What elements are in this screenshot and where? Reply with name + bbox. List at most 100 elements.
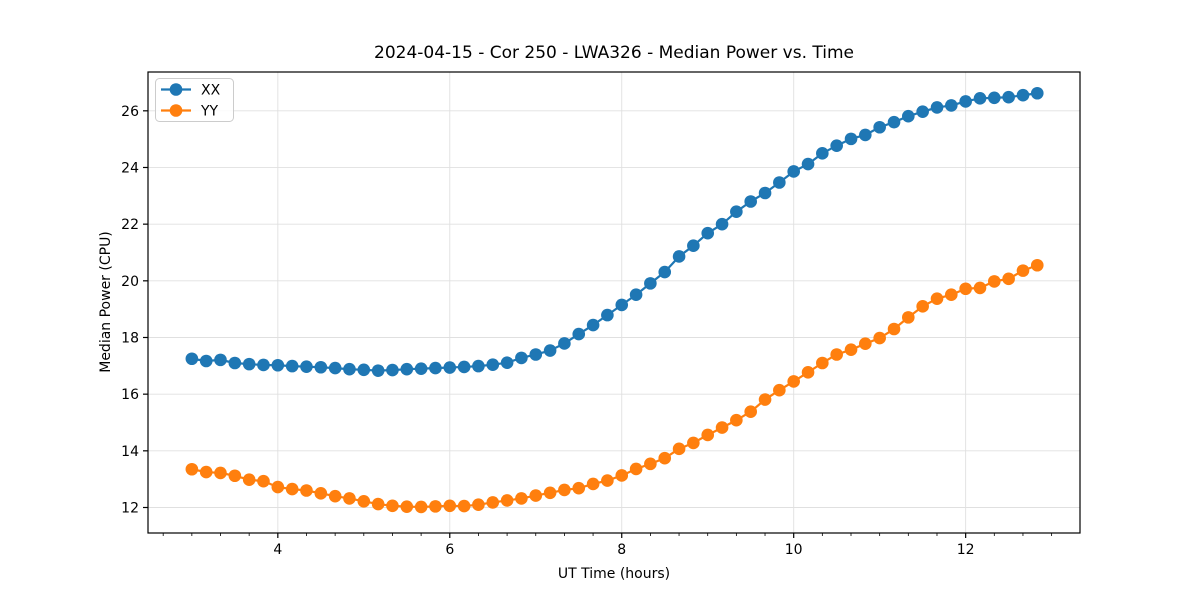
- x-axis-label: UT Time (hours): [558, 566, 670, 582]
- series-yy-marker: [515, 492, 528, 505]
- series-yy-marker: [558, 483, 571, 497]
- series-xx-marker: [672, 250, 686, 263]
- series-yy-marker: [328, 489, 342, 503]
- series-yy-marker: [758, 393, 772, 406]
- series-xx-marker: [257, 358, 270, 372]
- series-xx-marker: [601, 308, 614, 322]
- series-xx-marker: [185, 352, 199, 366]
- series-xx-marker: [959, 95, 972, 108]
- series-yy-marker: [987, 275, 1001, 288]
- series-xx-marker: [386, 363, 399, 377]
- series-xx-marker: [787, 165, 800, 178]
- series-xx-marker: [830, 139, 843, 152]
- series-yy-marker: [443, 499, 457, 513]
- series-yy-marker: [615, 469, 629, 482]
- series-xx-marker: [902, 109, 915, 123]
- series-yy-marker: [429, 500, 442, 513]
- series-xx-marker: [758, 186, 772, 200]
- series-yy-marker: [629, 462, 643, 476]
- series-xx-marker: [414, 362, 428, 375]
- series-yy-marker: [744, 405, 757, 419]
- series-xx-marker: [328, 361, 342, 375]
- series-yy-marker: [300, 484, 313, 497]
- series-xx-marker: [973, 92, 987, 105]
- series-xx-marker: [457, 360, 471, 374]
- legend-label-yy: YY: [200, 104, 219, 120]
- series-xx-marker: [658, 265, 672, 279]
- series-xx-marker: [558, 337, 571, 350]
- series-yy-marker: [701, 428, 715, 442]
- series-xx-marker: [199, 354, 213, 368]
- y-tick-label: 18: [121, 330, 139, 346]
- legend-label-xx: XX: [201, 83, 221, 99]
- series-xx-marker: [314, 360, 328, 374]
- series-xx-marker: [615, 298, 629, 312]
- series-yy-marker: [730, 413, 743, 427]
- x-tick-label: 10: [785, 542, 803, 558]
- legend: XX YY: [155, 78, 234, 122]
- series-yy-marker: [658, 451, 672, 465]
- series-yy-marker: [357, 494, 371, 508]
- x-tick-label: 12: [957, 542, 975, 558]
- y-tick-label: 26: [121, 104, 139, 120]
- series-yy-marker: [859, 337, 872, 351]
- series-yy-marker: [816, 356, 829, 370]
- legend-box: [155, 78, 234, 122]
- series-yy-marker: [199, 465, 213, 479]
- series-xx-marker: [443, 361, 457, 374]
- series-xx-marker: [701, 226, 715, 240]
- series-xx-marker: [844, 132, 858, 146]
- series-yy-marker: [644, 457, 657, 471]
- series-xx-marker: [1002, 90, 1015, 104]
- series-xx-marker: [515, 351, 528, 365]
- legend-entry-xx: XX: [161, 83, 221, 99]
- y-axis-label: Median Power (CPU): [98, 231, 114, 373]
- series-yy-marker: [930, 292, 944, 305]
- legend-marker-xx: [169, 83, 183, 96]
- series-xx-marker: [300, 360, 313, 373]
- series-xx-marker: [816, 147, 829, 160]
- series-xx-marker: [529, 348, 543, 361]
- series-yy-marker: [887, 322, 901, 336]
- x-tick-label: 4: [273, 542, 282, 558]
- series-yy-marker: [1030, 258, 1044, 272]
- series-yy-marker: [787, 375, 800, 388]
- series-xx-marker: [873, 120, 886, 134]
- series-xx-marker: [429, 361, 442, 375]
- series-xx-marker: [887, 115, 901, 129]
- series-xx-marker: [500, 356, 514, 370]
- series-yy-marker: [214, 466, 227, 480]
- series-xx-marker: [730, 205, 743, 218]
- series-xx-marker: [773, 176, 786, 189]
- series-xx-marker: [371, 364, 385, 377]
- series-yy-marker: [472, 498, 485, 511]
- y-tick-label: 24: [121, 160, 139, 176]
- series-xx-marker: [472, 359, 485, 373]
- series-yy-marker: [414, 500, 428, 514]
- series-yy-marker: [873, 331, 886, 345]
- series-xx-marker: [1030, 86, 1044, 100]
- series-xx-marker: [629, 288, 643, 302]
- x-tick-label: 6: [445, 542, 454, 558]
- series-yy-marker: [242, 473, 256, 487]
- y-tick-label: 20: [121, 274, 139, 290]
- series-yy-marker: [959, 282, 972, 296]
- series-xx-marker: [271, 358, 285, 372]
- series-yy-marker: [543, 486, 557, 500]
- series-yy-marker: [572, 481, 586, 495]
- series-yy-marker: [457, 499, 471, 513]
- series-yy-marker: [228, 469, 242, 483]
- legend-marker-yy: [169, 104, 183, 117]
- series-yy-marker: [902, 311, 915, 324]
- series-xx-marker: [586, 318, 600, 332]
- series-yy-marker: [529, 489, 543, 502]
- series-yy-marker: [916, 300, 929, 313]
- series-yy-marker: [500, 494, 514, 507]
- series-xx-marker: [1016, 88, 1030, 102]
- series-yy-marker: [185, 462, 199, 476]
- series-xx-marker: [343, 362, 356, 376]
- series-yy-marker: [1016, 264, 1030, 277]
- data-series: [185, 86, 1044, 514]
